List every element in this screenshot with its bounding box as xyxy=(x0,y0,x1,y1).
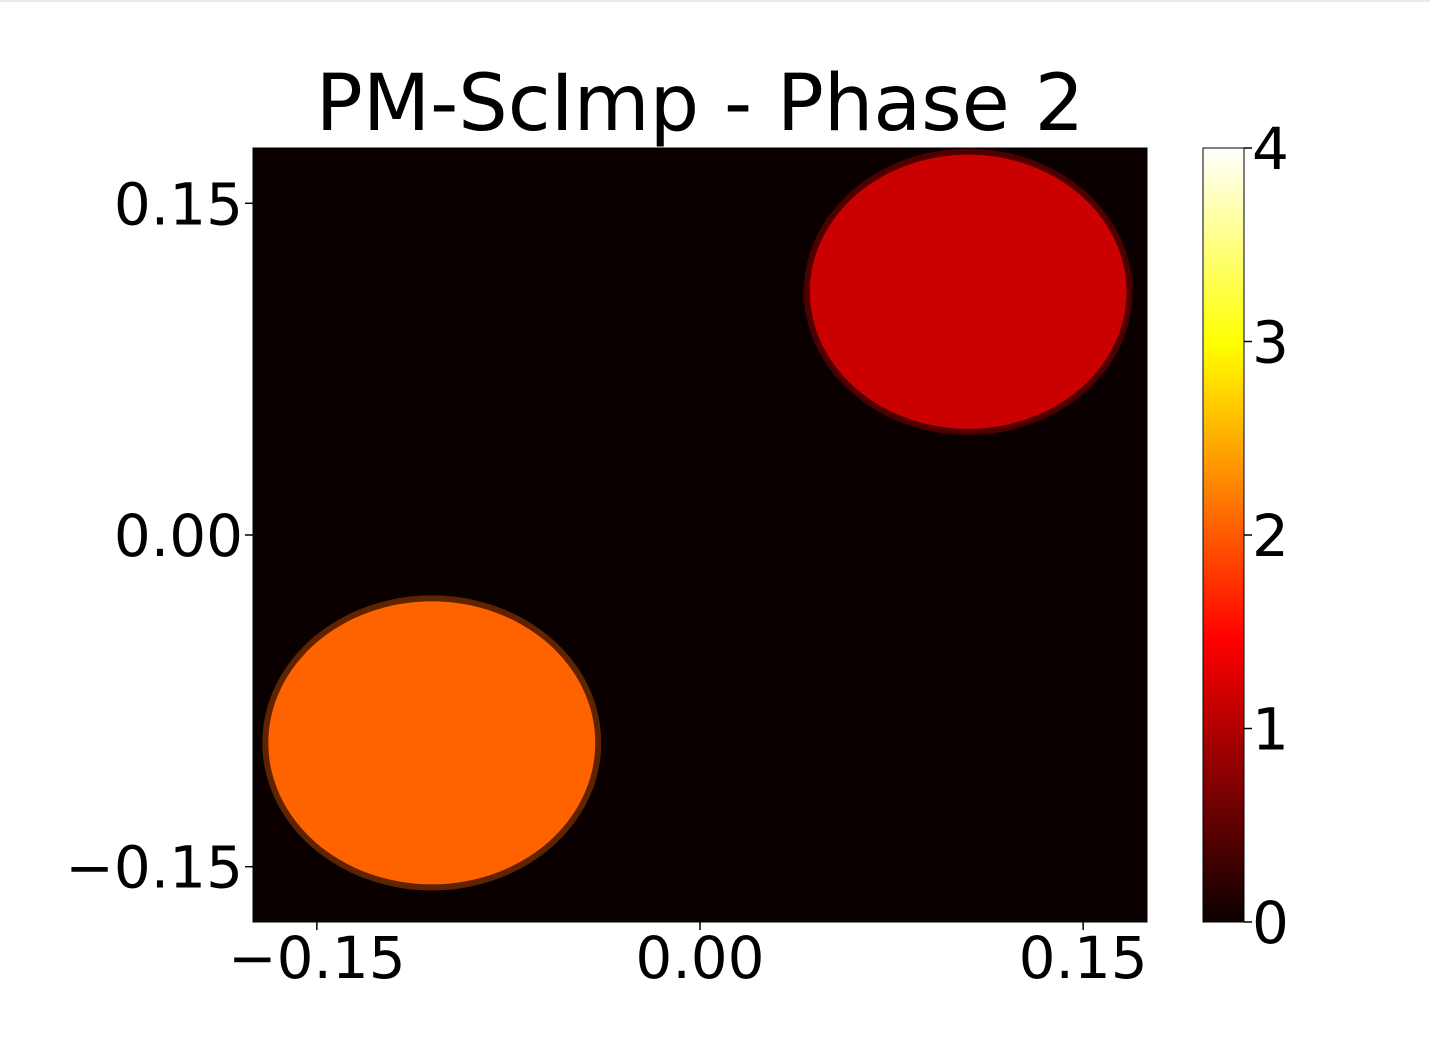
x-axis: −0.15 0.00 0.15 xyxy=(228,922,1148,992)
y-tick-label: 0.00 xyxy=(114,502,243,570)
y-tick-label: −0.15 xyxy=(65,834,243,902)
colorbar xyxy=(1202,147,1245,923)
x-tick-label: 0.00 xyxy=(635,924,764,992)
x-tick-label: 0.15 xyxy=(1019,924,1148,992)
y-tick-label: 0.15 xyxy=(114,170,243,238)
heatmap-area xyxy=(253,148,1147,922)
heat-region-2 xyxy=(268,601,596,885)
top-border xyxy=(0,0,1430,2)
colorbar-tick-label: 4 xyxy=(1252,115,1289,183)
colorbar-tick-label: 3 xyxy=(1252,309,1289,377)
y-axis: 0.15 0.00 −0.15 xyxy=(65,170,253,902)
x-tick-label: −0.15 xyxy=(228,924,406,992)
heat-region-1 xyxy=(809,154,1127,429)
colorbar-tick-label: 2 xyxy=(1252,502,1289,570)
colorbar-tick-label: 1 xyxy=(1252,696,1289,764)
colorbar-tick-label: 0 xyxy=(1252,889,1289,957)
colorbar-axis: 0 1 2 3 4 xyxy=(1244,115,1289,957)
chart-title: PM-ScImp - Phase 2 xyxy=(316,59,1084,149)
